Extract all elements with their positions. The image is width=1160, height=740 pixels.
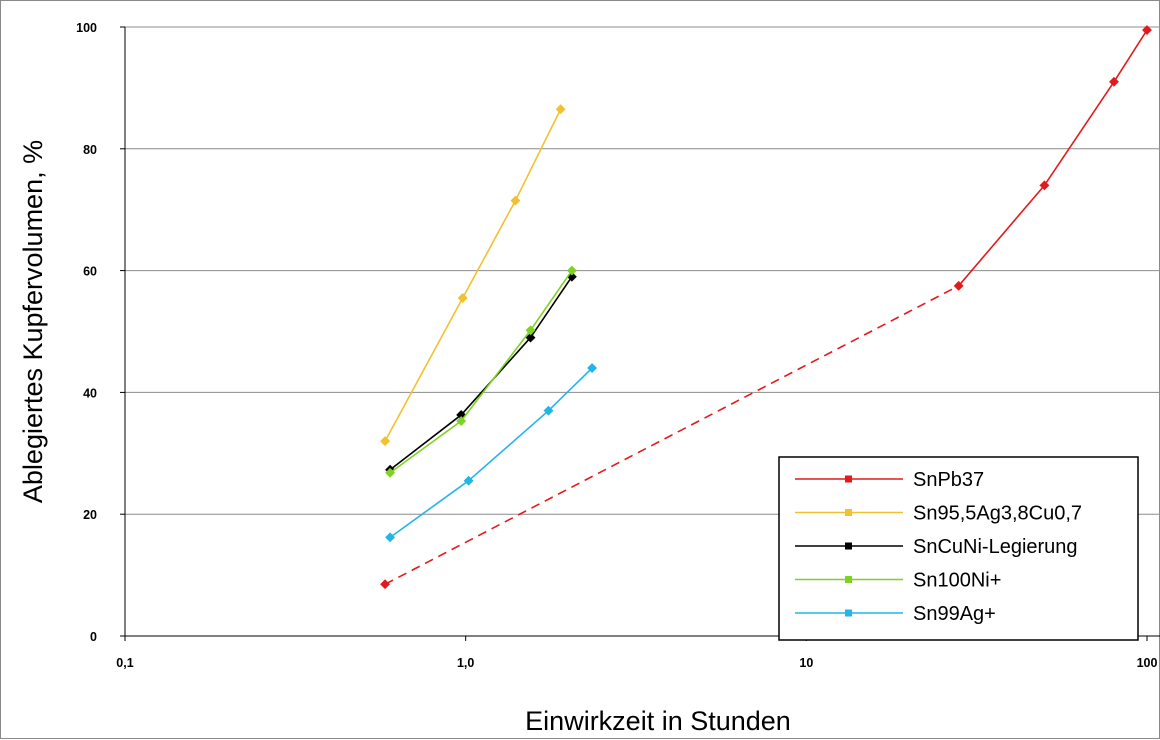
x-tick-label: 100 (1137, 656, 1158, 670)
data-point (385, 467, 396, 478)
series-line-segment (389, 420, 462, 474)
series-line-segment (389, 480, 470, 538)
data-point (1109, 76, 1119, 87)
data-point (457, 293, 468, 303)
series-line-segment (1113, 29, 1148, 83)
series-line-segment (1043, 81, 1115, 186)
x-tick-label: 0,1 (116, 656, 133, 670)
x-tick-label: 1,0 (457, 656, 474, 670)
x-axis-title: Einwirkzeit in Stunden (525, 706, 791, 736)
series-line-segment (529, 276, 573, 339)
data-point (456, 416, 467, 426)
series-4 (385, 363, 598, 543)
data-point (587, 363, 598, 373)
series-0 (380, 25, 1152, 590)
legend-swatch-marker (845, 475, 852, 483)
legend-entry-label: SnPb37 (913, 469, 984, 491)
data-point (543, 405, 554, 416)
x-tick-label: 10 (799, 656, 813, 670)
series-line-segment (389, 414, 462, 471)
data-point (566, 265, 577, 276)
legend-entry-label: Sn100Ni+ (913, 570, 1001, 592)
legend-swatch-marker (845, 542, 852, 550)
series-line-segment (460, 329, 532, 422)
legend-entry-label: Sn99Ag+ (913, 603, 996, 625)
series-line-segment (468, 410, 549, 482)
y-tick-label: 20 (83, 508, 97, 522)
data-point (525, 325, 536, 336)
data-point (555, 104, 566, 115)
data-point (1039, 180, 1050, 191)
data-point (510, 195, 521, 206)
series-line-segment (384, 285, 960, 585)
data-point (525, 332, 536, 343)
series-3 (385, 265, 577, 478)
data-point (380, 436, 391, 447)
series-layer (380, 25, 1152, 590)
legend-swatch-marker (845, 509, 852, 516)
y-tick-label: 60 (83, 265, 97, 279)
legend-entry-label: SnCuNi-Legierung (913, 536, 1078, 558)
data-point (380, 579, 391, 590)
y-tick-label: 80 (83, 143, 97, 157)
series-line-segment (547, 367, 593, 412)
y-axis-title: Ablegiertes Kupfervolumen, % (18, 140, 48, 503)
series-line-segment (958, 184, 1046, 287)
series-line-segment (514, 108, 562, 201)
series-line-segment (384, 297, 464, 442)
series-2 (385, 271, 577, 475)
series-line-segment (461, 200, 517, 299)
series-line-segment (529, 270, 573, 331)
data-point (953, 280, 964, 291)
y-tick-label: 100 (76, 21, 97, 35)
data-point (1142, 25, 1152, 35)
legend-box (778, 456, 1139, 641)
legend-swatch-marker (845, 609, 852, 617)
legend-swatch-marker (845, 576, 852, 583)
data-point (385, 532, 396, 543)
y-tick-label: 40 (83, 386, 97, 400)
data-point (463, 475, 474, 486)
legend: SnPb37 Sn95,5Ag3,8Cu0,7 SnCuNi-Legierung Sn… (778, 456, 1139, 641)
legend-entry-label: Sn95,5Ag3,8Cu0,7 (913, 503, 1082, 525)
series-1 (380, 104, 566, 447)
y-tick-label: 0 (90, 630, 97, 644)
grid-layer (125, 26, 1160, 515)
